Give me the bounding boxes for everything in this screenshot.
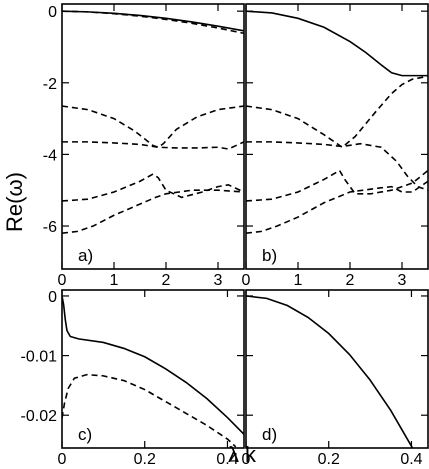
panel-a-series-3-dashed — [62, 105, 244, 149]
panel-a-ytick-label-2: -4 — [43, 147, 57, 164]
panel-c: 0 0.2 0.4 0 -0.01 -0.02 c) — [21, 289, 245, 468]
panel-c-frame — [61, 289, 245, 449]
panel-a-xtick-label-3: 3 — [214, 272, 223, 289]
panel-a-series-5-dashed — [62, 173, 244, 202]
panel-d-label: d) — [262, 425, 277, 444]
panel-a-series-4-dashed — [62, 141, 244, 150]
panel-b-xtick-label-0: 0 — [242, 272, 251, 289]
panel-d-series-group — [246, 295, 414, 448]
panel-a-label: a) — [78, 246, 93, 265]
panel-b-xtick-label-2: 2 — [346, 272, 355, 289]
panel-a-series-6-dashed — [62, 189, 244, 234]
panel-a-xtick-label-0: 0 — [58, 272, 67, 289]
panel-c-label: c) — [78, 425, 92, 444]
panel-b-xtick-label-1: 1 — [294, 272, 303, 289]
panel-b-xtick-label-3: 3 — [398, 272, 407, 289]
panel-b: 0 1 2 3 b) — [242, 3, 429, 289]
panel-b-series-group — [246, 10, 428, 234]
panel-a-frame — [61, 3, 245, 270]
panel-b-series-2-dashed — [246, 75, 428, 149]
panel-c-series-1-solid — [62, 295, 244, 435]
panel-a-series-group — [62, 10, 244, 234]
panel-c-series-2-dashed — [62, 373, 237, 448]
panel-c-ytick-label-1: -0.01 — [21, 349, 58, 366]
panel-b-series-3-dashed — [246, 141, 428, 191]
x-axis-label: λ k — [228, 442, 257, 467]
panel-d-frame — [245, 289, 429, 449]
y-axis-label: Re(ω) — [2, 172, 27, 232]
panel-a: 0 1 2 3 0 -2 -4 -6 a) — [43, 3, 245, 289]
panel-a-ytick-label-3: -6 — [43, 219, 57, 236]
panel-b-frame — [245, 3, 429, 270]
panel-d-series-1-solid — [246, 295, 414, 448]
panel-b-series-5-dashed — [246, 180, 428, 234]
panel-a-ytick-label-1: -2 — [43, 76, 57, 93]
panel-c-xtick-label-0: 0 — [58, 451, 67, 468]
panel-c-ytick-label-0: 0 — [48, 289, 57, 306]
panel-a-xtick-label-2: 2 — [162, 272, 171, 289]
panel-d: 0 0.2 0.4 d) — [242, 289, 429, 468]
panel-a-ytick-label-0: 0 — [48, 4, 57, 21]
panel-c-xtick-label-1: 0.2 — [134, 451, 156, 468]
panel-c-ytick-label-2: -0.02 — [21, 408, 58, 425]
panel-d-xtick-label-2: 0.4 — [400, 451, 422, 468]
panel-a-xtick-label-1: 1 — [110, 272, 119, 289]
panel-a-series-2-dashed — [62, 10, 244, 35]
panel-b-series-1-solid — [246, 10, 428, 77]
panel-b-series-4-dashed — [246, 169, 428, 202]
panel-d-xtick-label-1: 0.2 — [318, 451, 340, 468]
panel-b-label: b) — [262, 246, 277, 265]
panel-d-xtick-label-0: 0 — [242, 451, 251, 468]
panel-c-xtick-label-2: 0.4 — [216, 451, 238, 468]
panel-c-series-group — [62, 295, 244, 448]
